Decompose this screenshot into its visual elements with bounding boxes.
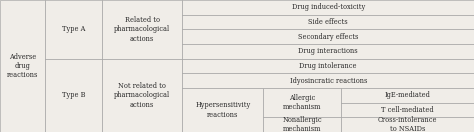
Text: Nonallergic
mechanism: Nonallergic mechanism	[283, 116, 322, 132]
Text: Cross-intolerance
to NSAIDs: Cross-intolerance to NSAIDs	[378, 116, 438, 132]
Bar	[182, 59, 474, 73]
Text: T cell-mediated: T cell-mediated	[381, 106, 434, 114]
Text: Secondary effects: Secondary effects	[298, 33, 358, 41]
Text: Drug induced-toxicity: Drug induced-toxicity	[292, 3, 365, 11]
Text: IgE-mediated: IgE-mediated	[385, 91, 430, 99]
Bar	[263, 88, 341, 117]
Text: Adverse
drug
reactions: Adverse drug reactions	[7, 53, 38, 79]
Bar	[0, 0, 45, 132]
Text: Related to
pharmacological
actions: Related to pharmacological actions	[114, 16, 170, 43]
Text: Drug interactions: Drug interactions	[299, 47, 358, 55]
Text: Type B: Type B	[62, 91, 85, 99]
Bar	[182, 0, 474, 15]
Bar	[182, 73, 474, 88]
Text: Allergic
mechanism: Allergic mechanism	[283, 94, 321, 111]
Bar	[102, 0, 182, 59]
Text: Hypersensitivity
reactions: Hypersensitivity reactions	[195, 101, 250, 119]
Bar	[182, 15, 474, 29]
Bar	[102, 59, 182, 132]
Text: Side effects: Side effects	[309, 18, 348, 26]
Text: Type A: Type A	[62, 25, 85, 33]
Bar	[45, 0, 102, 59]
Text: Not related to
pharmacological
actions: Not related to pharmacological actions	[114, 82, 170, 109]
Bar	[341, 103, 474, 117]
Bar	[182, 88, 263, 132]
Bar	[341, 88, 474, 103]
Bar	[341, 117, 474, 132]
Bar	[263, 117, 341, 132]
Text: Idyosincratic reactions: Idyosincratic reactions	[290, 77, 367, 85]
Bar	[182, 44, 474, 59]
Bar	[45, 59, 102, 132]
Text: Drug intolerance: Drug intolerance	[300, 62, 357, 70]
Bar	[182, 29, 474, 44]
